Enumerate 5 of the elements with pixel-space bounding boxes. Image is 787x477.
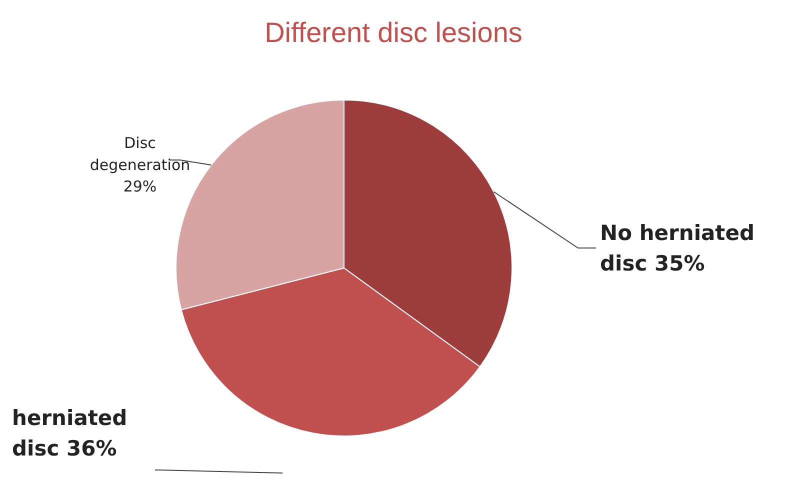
chart-title: Different disc lesions bbox=[264, 17, 522, 48]
data-label: 29% bbox=[123, 178, 157, 196]
slice-label: herniated disc 36% bbox=[12, 406, 128, 460]
slice-label: No herniated disc 35% bbox=[600, 221, 754, 276]
slice-label: Disc degeneration bbox=[90, 134, 190, 174]
